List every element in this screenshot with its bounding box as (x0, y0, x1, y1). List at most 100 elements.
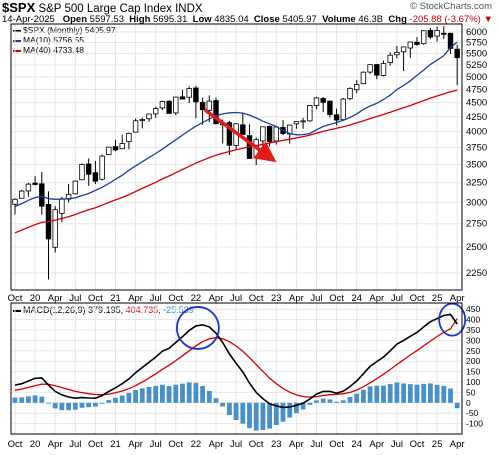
legend-ma40-label: MA(40) 4733.48 (23, 45, 84, 55)
histogram-bar (273, 402, 279, 426)
histogram-bar (320, 398, 326, 403)
x-tick-label: Apr (450, 439, 465, 450)
histogram-bar (72, 402, 78, 410)
histogram-bar (247, 402, 252, 429)
histogram-bar (26, 396, 31, 403)
histogram-bar (401, 383, 406, 403)
legend-ma40: MA(40) 4733.48 (13, 45, 84, 55)
price-tick-label: 2250 (466, 268, 487, 279)
x-tick-label: 20 (30, 439, 41, 450)
candle-body (193, 87, 199, 103)
x-tick-label: 24 (351, 439, 362, 450)
candle-body (213, 100, 219, 125)
candle-body (427, 30, 434, 38)
histogram-bar (421, 383, 427, 403)
chart-title: $SPX S&P 500 Large Cap Index INDX (2, 0, 203, 15)
candle-body (441, 32, 447, 35)
histogram-bar (334, 401, 339, 403)
histogram-bar (19, 397, 25, 403)
x-tick-label: Apr (128, 439, 143, 450)
x-tick-label: Oct (88, 293, 103, 304)
histogram-bar (133, 389, 138, 403)
x-tick-label: Apr (128, 293, 143, 304)
histogram-bar (387, 384, 393, 403)
x-tick-label: 23 (271, 293, 282, 304)
x-tick-label: 20 (30, 293, 41, 304)
macd-line (14, 313, 458, 409)
price-tick-label: 6000 (466, 27, 487, 38)
x-tick-label: Jul (310, 439, 322, 450)
candle-body (119, 143, 125, 150)
macd-tick-label: 0 (466, 398, 471, 408)
histogram-bar (407, 384, 413, 403)
chg-label: Chg (388, 14, 407, 25)
candle-body (52, 209, 58, 248)
brand-watermark: © StockCharts.com (410, 1, 492, 12)
brand-text: © StockCharts.com (410, 1, 492, 12)
histogram-bar (361, 389, 366, 403)
histogram-bar (32, 395, 38, 403)
candle-body (327, 100, 333, 115)
histogram-bar (160, 384, 165, 403)
histogram-bar (12, 397, 18, 403)
signal-line (14, 318, 458, 398)
x-tick-label: Jul (391, 293, 403, 304)
candle-body (99, 155, 105, 180)
legend-ma10: MA(10) 5756.55 (13, 35, 84, 45)
candle-body (18, 190, 25, 199)
candle-body (400, 46, 407, 53)
macd-tick-label: 200 (466, 356, 480, 366)
histogram-bar (106, 400, 112, 403)
x-tick-label: Oct (8, 439, 23, 450)
x-tick-label: Jul (230, 439, 242, 450)
x-tick-label: 24 (351, 293, 362, 304)
high-label: High (129, 14, 151, 25)
x-tick-label: Apr (289, 293, 304, 304)
ma10-line (14, 41, 458, 208)
candle-body (166, 100, 172, 114)
x-tick-label: Jul (150, 439, 162, 450)
macd-tick-label: 150 (466, 367, 480, 377)
quote-date: 14-Apr-2025 (2, 14, 55, 25)
histogram-bar (240, 402, 246, 424)
candle-body (25, 183, 32, 192)
price-tick-label: 5500 (466, 48, 487, 59)
ticker-symbol: $SPX (2, 0, 36, 15)
histogram-bar (280, 402, 286, 422)
macd-grid (11, 303, 462, 434)
candle-body (199, 102, 206, 111)
histogram-bar (86, 402, 92, 408)
x-tick-label: Apr (450, 293, 465, 304)
candle-body (353, 84, 360, 91)
histogram-bar (113, 397, 118, 403)
chg-value: -205.88 (-3.67%) (409, 14, 481, 25)
price-tick-label: 2500 (466, 242, 487, 253)
price-tick-label: 2750 (466, 219, 487, 230)
histogram-bar (46, 402, 51, 404)
candle-body (454, 48, 460, 59)
histogram-bar (327, 399, 333, 403)
histogram-bar (193, 382, 199, 403)
macd-tick-label: 350 (466, 325, 480, 335)
legend-spx-label: $SPX (Monthly) 5405.97 (23, 25, 116, 35)
candle-body (300, 120, 306, 123)
histogram-bar (227, 402, 232, 416)
candle-body (273, 126, 279, 142)
price-tick-label: 3000 (466, 197, 487, 208)
candle-body (407, 41, 413, 49)
histogram-bar (173, 384, 179, 403)
candle-body (179, 96, 186, 100)
circle-2025 (438, 302, 467, 337)
x-tick-label: Oct (410, 439, 425, 450)
histogram-bar (441, 385, 447, 403)
candle-body (387, 54, 393, 64)
macd-legend: MACD(12,26,9) 379.195, 404.735, -25.539 (13, 305, 194, 315)
volume-label: Volume (322, 14, 356, 25)
x-tick-label: 21 (110, 439, 121, 450)
x-tick-label: 21 (110, 293, 121, 304)
x-tick-label: 23 (271, 439, 282, 450)
legend-swatch-macd (13, 309, 21, 312)
low-value: 4835.04 (214, 14, 249, 25)
candle-body (266, 125, 273, 143)
candle-body (106, 146, 112, 155)
